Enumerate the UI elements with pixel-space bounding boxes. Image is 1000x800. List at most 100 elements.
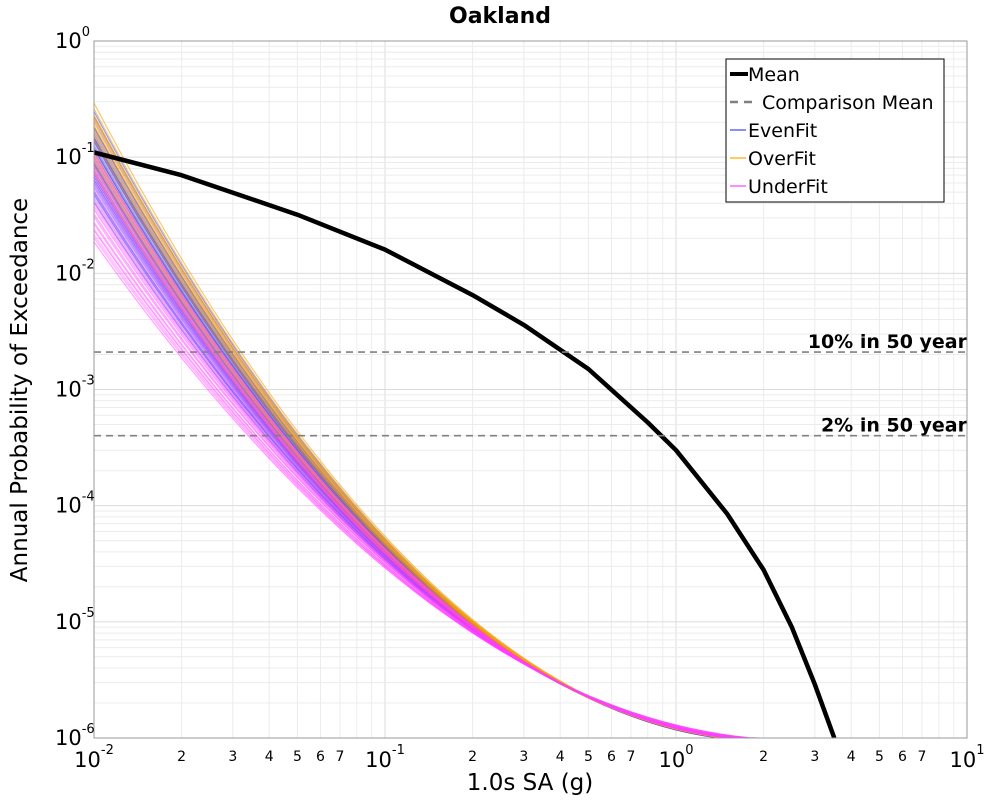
curve-evenfit: [93, 143, 720, 739]
x-minor-tick-label: 3: [228, 749, 237, 765]
curve-overfit: [93, 140, 735, 739]
curve-evenfit: [93, 109, 735, 739]
curve-underfit: [93, 193, 735, 739]
curve-underfit: [93, 216, 749, 739]
curve-evenfit: [93, 181, 735, 739]
curve-underfit: [93, 157, 735, 739]
curve-evenfit: [93, 136, 720, 739]
curve-overfit: [93, 126, 735, 739]
x-minor-tick-label: 2: [177, 749, 186, 765]
curve-evenfit: [93, 111, 720, 739]
curve-underfit: [93, 213, 749, 739]
curve-evenfit: [93, 137, 735, 739]
legend-label: Comparison Mean: [762, 92, 934, 114]
curve-evenfit: [93, 192, 735, 739]
curve-evenfit: [93, 164, 735, 739]
curve-evenfit: [93, 116, 720, 739]
curve-underfit: [93, 164, 735, 739]
curve-overfit: [93, 163, 735, 739]
curve-evenfit: [93, 120, 720, 739]
curve-overfit: [93, 151, 735, 739]
curve-underfit: [93, 151, 735, 739]
curve-underfit: [93, 168, 735, 739]
curve-evenfit: [93, 111, 735, 739]
curve-evenfit: [93, 176, 735, 739]
curve-underfit: [93, 155, 735, 739]
curve-evenfit: [93, 127, 735, 739]
reference-line-label: 2% in 50 year: [821, 415, 968, 437]
x-minor-tick-label: 3: [519, 749, 528, 765]
curve-evenfit: [93, 190, 735, 739]
curve-evenfit: [93, 128, 735, 739]
curve-evenfit: [93, 174, 735, 739]
curve-evenfit: [93, 202, 749, 739]
curve-underfit: [93, 222, 749, 739]
y-tick-label: 10-3: [55, 374, 95, 402]
curve-overfit: [93, 128, 735, 739]
curve-underfit: [93, 203, 749, 739]
mean-curve-layer: [93, 150, 837, 739]
curve-overfit: [93, 151, 735, 739]
curve-underfit: [93, 166, 735, 739]
curve-underfit: [93, 230, 749, 739]
curve-underfit: [93, 186, 749, 739]
x-minor-tick-label: 3: [810, 749, 819, 765]
curve-evenfit: [93, 136, 735, 739]
curve-evenfit: [93, 163, 735, 739]
curve-underfit: [93, 172, 749, 739]
curve-underfit: [93, 151, 735, 739]
curve-evenfit: [93, 119, 735, 739]
legend-box: [725, 58, 945, 203]
y-tick-label: 10-1: [55, 141, 95, 169]
x-tick-label: 10-1: [365, 743, 405, 772]
curve-underfit: [93, 229, 749, 739]
curve-evenfit: [93, 148, 720, 739]
curve-evenfit: [93, 160, 735, 739]
curve-evenfit: [93, 140, 735, 739]
legend-label: EvenFit: [748, 120, 817, 142]
curve-overfit: [93, 116, 735, 739]
curve-underfit: [93, 229, 749, 739]
curve-underfit: [93, 162, 749, 739]
curve-evenfit: [93, 139, 735, 739]
reference-line-label: 10% in 50 year: [808, 331, 968, 353]
curve-underfit: [93, 151, 735, 739]
curve-evenfit: [93, 130, 735, 739]
curve-evenfit: [93, 162, 735, 739]
x-tick-label: 10-2: [74, 743, 114, 772]
curve-evenfit: [93, 137, 735, 739]
curve-evenfit: [93, 181, 735, 739]
curve-overfit: [93, 103, 735, 739]
x-minor-tick-label: 7: [626, 749, 635, 765]
curve-underfit: [93, 206, 749, 739]
curve-evenfit: [93, 125, 735, 739]
curve-underfit: [93, 186, 735, 739]
curve-evenfit: [93, 130, 735, 739]
curve-underfit: [93, 192, 749, 739]
x-minor-tick-label: 6: [607, 749, 616, 765]
curve-overfit: [93, 157, 735, 739]
x-minor-tick-label: 7: [335, 749, 344, 765]
curve-evenfit: [93, 147, 735, 739]
x-minor-tick-label: 6: [898, 749, 907, 765]
curve-overfit: [93, 123, 735, 739]
curve-evenfit: [93, 160, 735, 739]
curve-underfit: [93, 170, 735, 739]
curve-overfit: [93, 116, 735, 739]
legend-label: OverFit: [748, 148, 816, 170]
curve-evenfit: [93, 201, 735, 739]
curve-overfit: [93, 162, 735, 739]
curve-evenfit: [93, 139, 735, 739]
y-tick-label: 10-6: [55, 722, 95, 750]
curve-overfit: [93, 108, 735, 739]
grid-lines: [93, 41, 967, 739]
curve-overfit: [93, 138, 735, 739]
curve-overfit: [93, 129, 735, 739]
plot-frame: [93, 40, 968, 739]
curve-overfit: [93, 117, 735, 739]
curve-underfit: [93, 208, 749, 739]
curve-evenfit: [93, 195, 735, 739]
fit-curve-bands: [93, 102, 764, 739]
